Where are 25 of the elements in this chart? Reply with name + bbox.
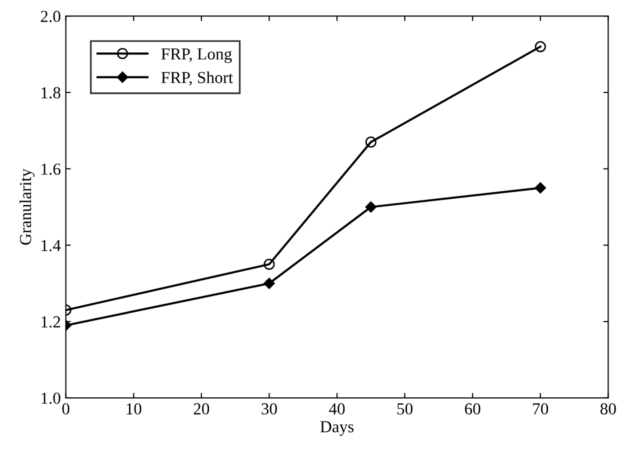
x-tick-label: 20 [194, 403, 210, 414]
x-tick-label: 10 [126, 403, 142, 414]
x-tick-label: 40 [329, 403, 345, 414]
y-tick-label: 1.4 [42, 240, 61, 252]
legend-label: FRP, Long [161, 48, 232, 64]
x-tick-label: 60 [464, 403, 480, 414]
y-tick-label: 1.6 [42, 164, 60, 175]
x-axis-title: Days [320, 421, 354, 436]
x-tick-label: 80 [600, 403, 616, 414]
x-tick-label: 70 [533, 403, 548, 414]
y-tick-label: 1.0 [42, 392, 60, 404]
point [365, 136, 376, 148]
y-tick-label: 1.8 [42, 87, 60, 98]
y-tick-label: 1.2 [42, 316, 60, 328]
point [264, 258, 275, 270]
point [534, 182, 546, 194]
y-tick-label: 2.0 [40, 10, 60, 22]
x-tick-label: 30 [262, 403, 277, 414]
x-tick-label: 0 [62, 403, 70, 414]
point [264, 278, 275, 289]
x-tick-label: 50 [397, 403, 413, 414]
point [534, 41, 546, 52]
point [365, 201, 377, 213]
legend-label: FRP, Short [161, 71, 233, 86]
y-axis-title: Granularity [19, 168, 35, 245]
